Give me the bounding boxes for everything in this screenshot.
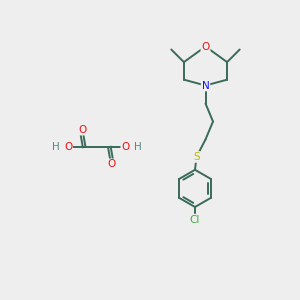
Text: H: H — [52, 142, 59, 152]
Text: N: N — [202, 80, 209, 91]
Text: O: O — [64, 142, 72, 152]
Text: O: O — [107, 159, 115, 170]
Text: Cl: Cl — [190, 214, 200, 225]
Text: H: H — [134, 142, 142, 152]
Text: O: O — [201, 41, 210, 52]
Text: O: O — [78, 124, 87, 135]
Text: O: O — [121, 142, 130, 152]
Text: S: S — [193, 152, 200, 162]
